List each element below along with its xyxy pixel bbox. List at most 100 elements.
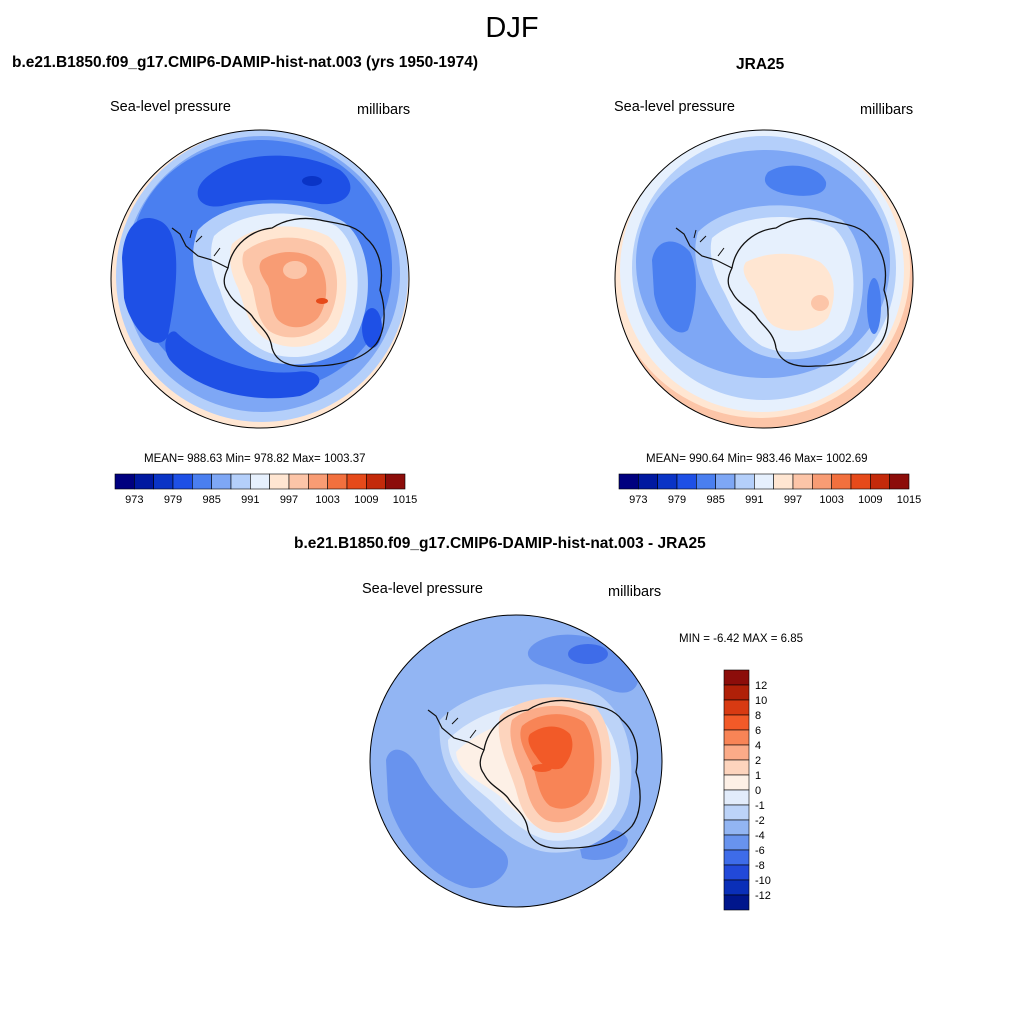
p1-min-centre [302, 176, 322, 186]
panel-3-map [370, 615, 662, 907]
panel-2-map-border [614, 129, 914, 429]
colorbar-tick-label: 1003 [819, 494, 843, 506]
colorbar-tick-label: 985 [202, 494, 220, 506]
colorbar-tick-label: -2 [755, 815, 765, 827]
colorbar-tick-label: 1015 [897, 494, 921, 506]
colorbar-swatch [618, 473, 639, 490]
colorbar-swatch [269, 473, 290, 490]
colorbar-swatch [230, 473, 251, 490]
panel-2-title: JRA25 [736, 56, 785, 73]
colorbar-tick-label: 997 [280, 494, 298, 506]
colorbar-tick-label: -6 [755, 845, 765, 857]
colorbar-panel-2: 973 979 985 991 997 1003 1009 1015 [618, 473, 921, 506]
colorbar-swatch [723, 699, 750, 716]
colorbar-tick-label: 1009 [354, 494, 378, 506]
panel-2-stats: MEAN= 990.64 Min= 983.46 Max= 1002.69 [646, 453, 868, 465]
p2-low-east [867, 278, 881, 334]
p3-minus4-southwest [386, 749, 509, 889]
colorbar-swatch [723, 789, 750, 806]
season-title: DJF [485, 12, 539, 44]
panel-2-units-label: millibars [860, 102, 914, 118]
colorbar-swatch [850, 473, 871, 490]
colorbar-tick-label: 0 [755, 785, 761, 797]
panel-1-variable-label: Sea-level pressure [110, 99, 231, 115]
colorbar-swatch [172, 473, 193, 490]
p1-deep-low-north [197, 155, 351, 207]
colorbar-swatch [715, 473, 736, 490]
colorbar-swatch [870, 473, 890, 490]
colorbar-tick-label: 1009 [858, 494, 882, 506]
colorbar-swatch [773, 473, 794, 490]
colorbar-swatch [754, 473, 774, 490]
p1-deep-low-south [165, 331, 320, 399]
panel-1-stats: MEAN= 988.63 Min= 978.82 Max= 1003.37 [144, 453, 366, 465]
colorbar-swatch [723, 744, 750, 761]
colorbar-swatch [638, 473, 658, 490]
colorbar-swatch [723, 834, 750, 851]
colorbar-swatch [114, 473, 135, 490]
panel-3-map-border [369, 614, 663, 908]
p3-plus8-pocket [532, 764, 552, 772]
colorbar-swatch [723, 669, 750, 686]
colorbar-tick-label: -1 [755, 800, 765, 812]
colorbar-tick-label: 6 [755, 725, 761, 737]
colorbar-swatch [723, 819, 750, 836]
panel-2-variable-label: Sea-level pressure [614, 99, 735, 115]
colorbar-swatch [308, 473, 328, 490]
colorbar-swatch [153, 473, 174, 490]
colorbar-tick-label: 1003 [315, 494, 339, 506]
colorbar-swatch [723, 804, 750, 821]
p2-near-high [743, 253, 834, 331]
p1-east-low [362, 308, 382, 348]
colorbar-panel-1: 973 979 985 991 997 1003 1009 1015 [114, 473, 417, 506]
colorbar-swatch [211, 473, 232, 490]
colorbar-swatch [288, 473, 309, 490]
colorbar-swatch [723, 714, 750, 731]
colorbar-swatch [192, 473, 212, 490]
p1-higher [259, 251, 327, 328]
p2-high [811, 295, 829, 311]
colorbar-tick-label: -12 [755, 890, 771, 902]
panel-1-units-label: millibars [357, 102, 411, 118]
colorbar-swatch [812, 473, 832, 490]
p2-low-west [652, 241, 696, 333]
colorbar-swatch [723, 729, 750, 746]
p1-high-pocket [283, 261, 307, 279]
colorbar-tick-label: 997 [784, 494, 802, 506]
colorbar-tick-label: 985 [706, 494, 724, 506]
colorbar-swatch [723, 894, 750, 911]
colorbar-tick-label: 973 [629, 494, 647, 506]
p1-max-centre [316, 298, 328, 304]
panel-1-map [111, 130, 409, 428]
colorbar-swatch [723, 684, 750, 701]
panel-3-variable-label: Sea-level pressure [362, 581, 483, 597]
colorbar-swatch [723, 759, 750, 776]
p3-plus8 [528, 726, 573, 770]
colorbar-swatch [696, 473, 716, 490]
colorbar-swatch [734, 473, 755, 490]
colorbar-tick-label: 979 [164, 494, 182, 506]
panel-3-stats: MIN = -6.42 MAX = 6.85 [679, 633, 804, 645]
colorbar-swatch [889, 473, 910, 490]
colorbar-tick-label: 1015 [393, 494, 417, 506]
panel-3-title: b.e21.B1850.f09_g17.CMIP6-DAMIP-hist-nat… [294, 535, 706, 552]
colorbar-swatch [723, 774, 750, 791]
colorbar-swatch [327, 473, 348, 490]
colorbar-tick-label: 12 [755, 680, 767, 692]
colorbar-tick-label: 991 [745, 494, 763, 506]
colorbar-tick-label: 979 [668, 494, 686, 506]
colorbar-swatch [134, 473, 154, 490]
colorbar-swatch [723, 849, 750, 866]
colorbar-tick-label: 10 [755, 695, 767, 707]
colorbar-tick-label: 8 [755, 710, 761, 722]
p3-minus6-north [568, 644, 608, 664]
colorbar-tick-label: -4 [755, 830, 765, 842]
colorbar-tick-label: 1 [755, 770, 761, 782]
colorbar-tick-label: 973 [125, 494, 143, 506]
colorbar-swatch [831, 473, 852, 490]
p1-deep-low-west [122, 218, 177, 343]
colorbar-swatch [657, 473, 678, 490]
colorbar-swatch [792, 473, 813, 490]
